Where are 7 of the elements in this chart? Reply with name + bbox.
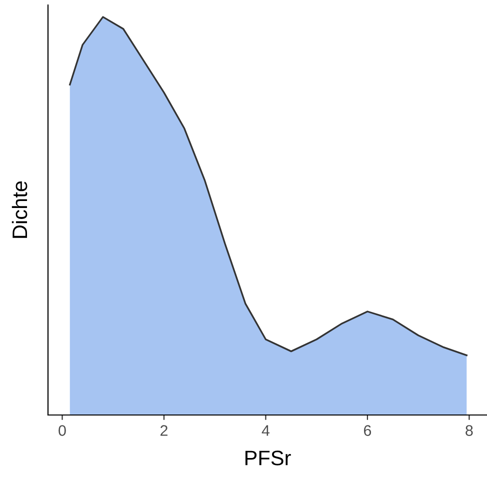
x-tick-label: 4	[262, 425, 270, 436]
x-tick-label: 0	[58, 425, 66, 436]
x-tick-label: 2	[160, 425, 168, 436]
y-axis-title: Dichte	[12, 181, 28, 238]
x-tick-label: 8	[466, 425, 473, 436]
x-axis-title: PFSr	[245, 450, 291, 466]
x-tick-label: 6	[364, 425, 372, 436]
